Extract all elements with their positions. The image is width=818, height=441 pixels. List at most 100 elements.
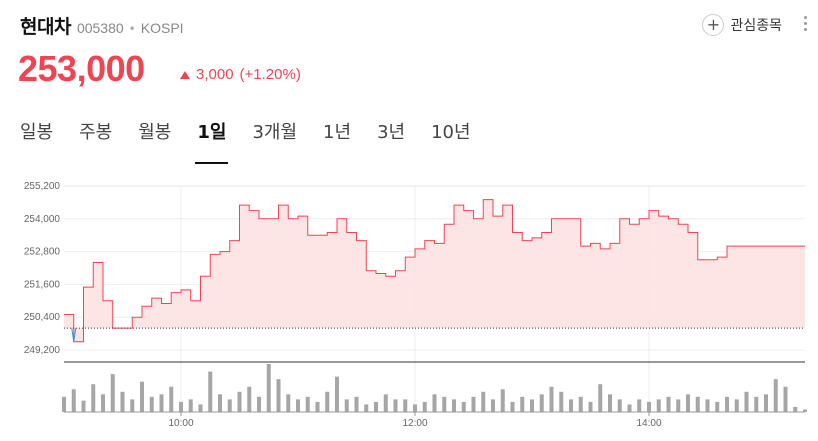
volume-bar [266,364,271,412]
volume-bar [413,404,417,412]
volume-bar [647,401,651,412]
volume-bar [62,396,66,412]
volume-bar [286,394,291,412]
volume-bar [149,396,154,412]
volume-bar [140,381,144,412]
volume-bar [569,399,573,412]
volume-bar [442,396,447,412]
volume-bar [247,386,252,412]
y-tick-label: 250,400 [24,312,61,323]
volume-bar [471,396,476,412]
tab-1day[interactable]: 1일 [195,118,229,164]
volume-bar [705,399,710,412]
x-tick-label: 10:00 [168,418,193,429]
volume-bar [91,384,96,412]
y-tick-label: 252,800 [24,247,61,258]
volume-bar [169,386,174,412]
volume-bar [110,374,115,412]
tab-3month[interactable]: 3개월 [252,122,298,143]
volume-bar [744,391,749,412]
stock-code: 005380 [76,20,124,36]
volume-bar [432,394,437,412]
volume-bar [325,391,330,412]
price-area [64,199,805,342]
x-axis: 10:00 12:00 14:00 [64,411,805,429]
volume-bar [510,401,515,412]
volume-bar [237,391,242,412]
volume-bar [71,389,76,412]
tab-10year[interactable]: 10년 [431,122,471,143]
current-price: 253,000 [18,48,145,89]
volume-bars [62,364,807,412]
volume-bar [686,394,690,412]
tab-weekly[interactable]: 주봉 [79,122,113,143]
volume-bar [539,394,544,412]
stock-name: 현대차 [20,16,71,38]
change-percent: (+1.20%) [239,66,301,83]
y-tick-label: 255,200 [24,181,61,192]
volume-bar [335,376,339,412]
volume-bar [344,399,349,412]
more-options-icon[interactable] [804,16,808,34]
volume-bar [188,399,193,412]
volume-bar [608,394,612,412]
price-change: 3,000 (+1.20%) [180,66,301,83]
x-tick-label: 14:00 [636,418,661,429]
volume-bar [734,399,739,412]
volume-bar [803,409,807,412]
y-tick-label: 254,000 [24,214,61,225]
watchlist-label: 관심종목 [730,18,782,34]
intraday-chart[interactable]: 255,200 254,000 252,800 251,600 250,400 249,2… [0,170,818,441]
volume-bar [218,394,222,412]
volume-bar [257,396,261,412]
volume-bar [637,399,642,412]
volume-bar [588,401,593,412]
y-tick-label: 249,200 [24,345,61,356]
stock-header: 현대차 005380 • KOSPI [20,12,184,39]
volume-bar [305,396,310,412]
volume-bar [296,399,300,412]
down-segment [71,328,77,342]
volume-bar [500,389,505,412]
add-watchlist-button[interactable]: + 관심종목 [702,14,782,36]
volume-bar [403,399,408,412]
volume-bar [364,404,369,412]
volume-bar [179,401,183,412]
volume-bar [676,399,681,412]
volume-bar [159,394,164,412]
volume-bar [422,401,427,412]
stock-market: KOSPI [140,20,184,36]
volume-bar [617,399,622,412]
volume-bar [101,394,105,412]
tab-3year[interactable]: 3년 [377,122,406,143]
plus-icon: + [702,14,725,36]
volume-bar [715,401,720,412]
price-line-path [64,199,805,343]
volume-bar [81,400,86,412]
volume-bar [383,394,388,412]
volume-bar [578,396,583,412]
volume-bar [276,379,281,412]
volume-bar [793,406,798,412]
up-triangle-icon [180,70,190,79]
volume-bar [354,396,359,412]
volume-bar [227,399,232,412]
volume-bar [754,396,759,412]
tab-1year[interactable]: 1년 [323,122,352,143]
x-tick-label: 12:00 [402,418,427,429]
volume-bar [130,399,135,412]
volume-bar [783,386,788,412]
volume-bar [198,404,203,412]
volume-bar [764,394,768,412]
volume-bar [520,396,525,412]
y-tick-label: 251,600 [24,279,61,290]
tab-daily[interactable]: 일봉 [20,122,54,143]
volume-bar [725,396,729,412]
tab-monthly[interactable]: 월봉 [138,122,172,143]
change-amount: 3,000 [196,66,234,83]
price-line [64,199,805,343]
y-axis: 255,200 254,000 252,800 251,600 250,400 249,2… [24,181,61,356]
volume-bar [559,391,564,412]
volume-bar [695,396,700,412]
volume-bar [627,404,632,412]
